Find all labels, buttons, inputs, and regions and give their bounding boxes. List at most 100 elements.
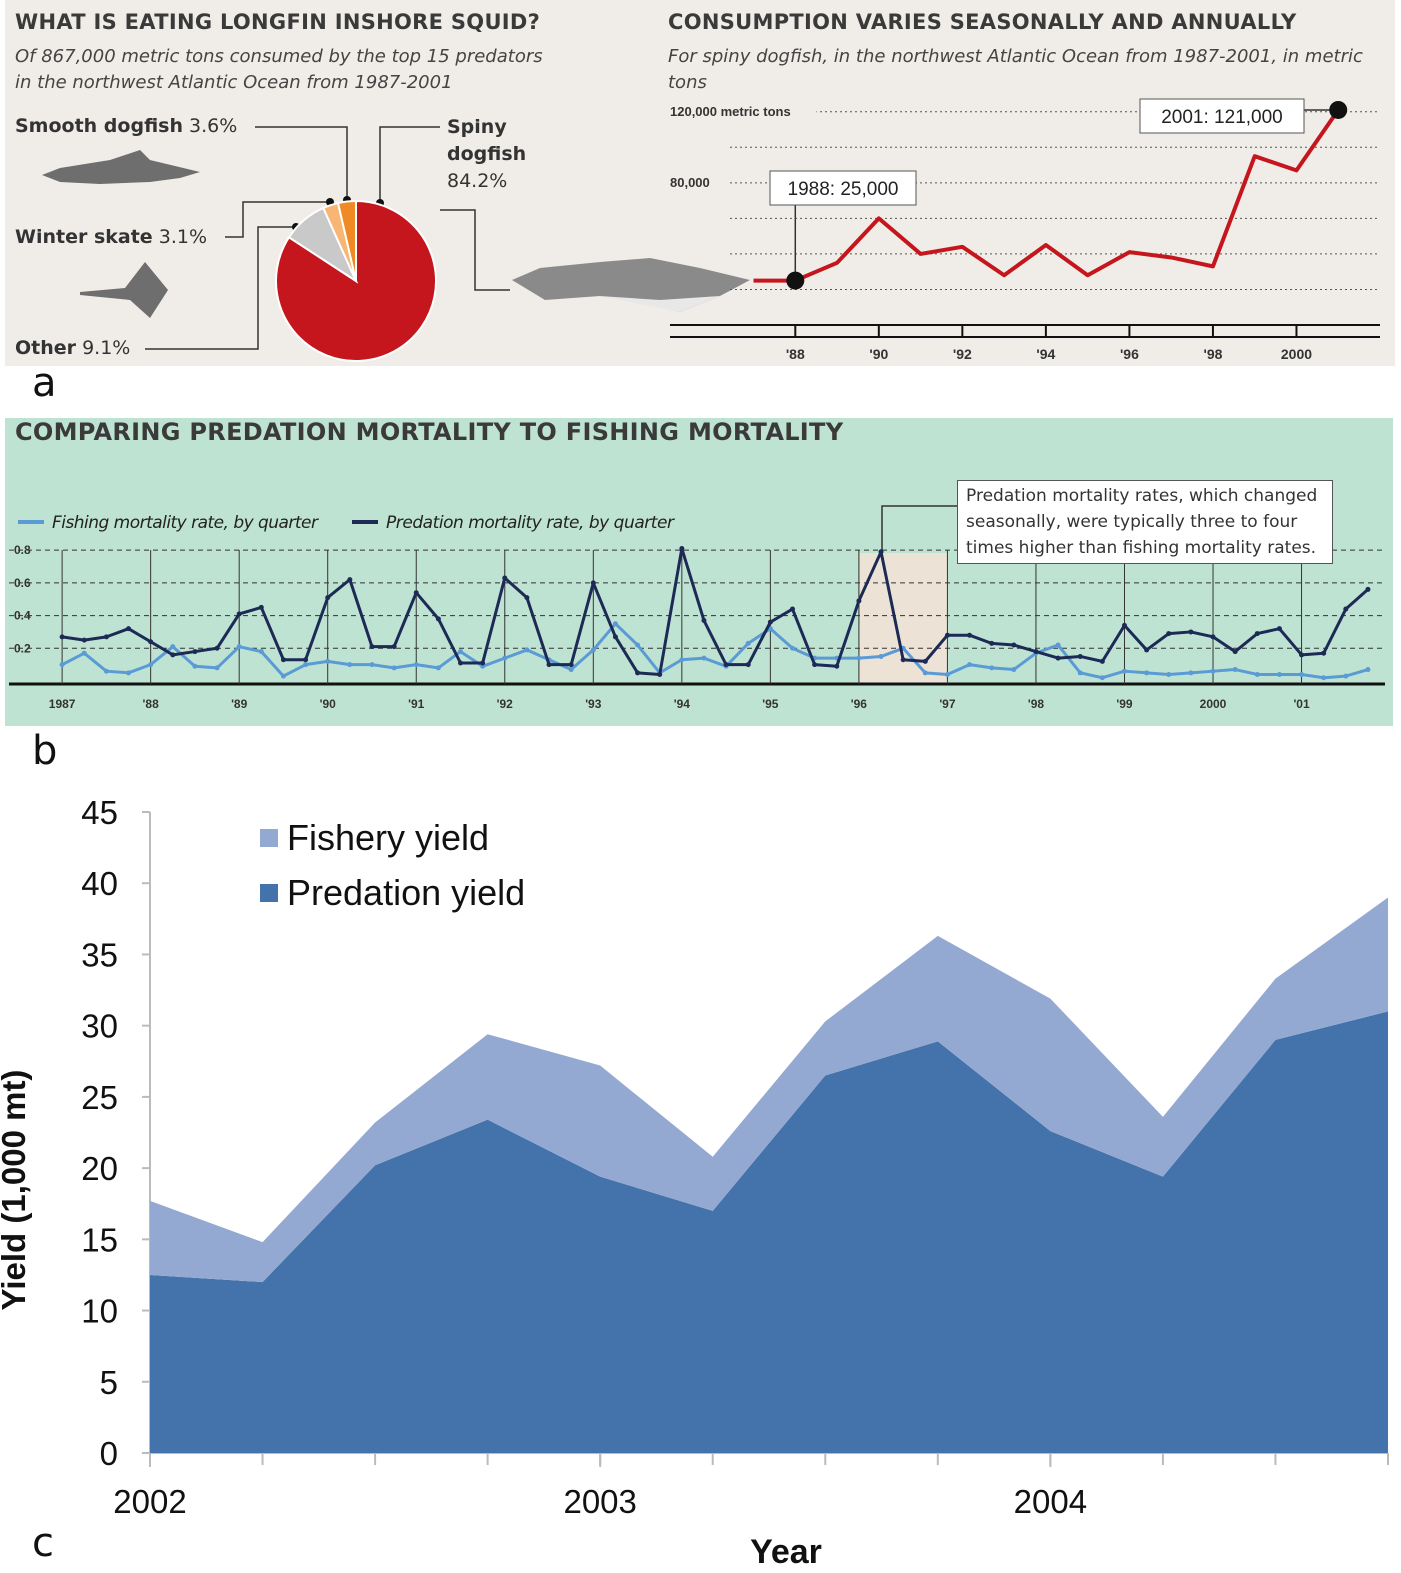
point [989, 640, 995, 646]
point [922, 670, 928, 676]
point [590, 580, 596, 586]
point [103, 634, 109, 640]
x-tick-label: 2003 [563, 1483, 636, 1520]
line [61, 622, 1369, 680]
point [1166, 631, 1172, 637]
point [1365, 586, 1371, 592]
legend-label: Fishing mortality rate, by quarter [52, 513, 319, 533]
point [170, 644, 176, 650]
point [148, 639, 154, 645]
point [236, 611, 242, 617]
point [325, 595, 331, 601]
point [834, 663, 840, 669]
highlight-band [860, 553, 948, 684]
point [1144, 647, 1150, 653]
pie-label-value: 9.1% [82, 337, 131, 359]
pie-label: Smooth dogfish 3.6% [15, 113, 237, 140]
point [391, 644, 397, 650]
panel-label: c [32, 1520, 54, 1566]
chart-subtitle: For spiny dogfish, in the northwest Atla… [668, 46, 1363, 93]
point [1011, 642, 1017, 648]
point [679, 546, 685, 552]
point [1276, 671, 1282, 677]
point [502, 575, 508, 581]
pie-label-value: 3.6% [189, 115, 238, 137]
y-tick-label: 0 [100, 1435, 118, 1472]
point [745, 662, 751, 668]
point [789, 645, 795, 651]
x-tick-label: '93 [585, 697, 602, 711]
point [413, 662, 419, 668]
point [856, 598, 862, 604]
point [502, 655, 508, 661]
point [81, 650, 87, 656]
annotation-box [1139, 98, 1305, 134]
x-tick-label: '91 [408, 697, 425, 711]
tick-label-bg [668, 172, 718, 193]
point [967, 662, 973, 668]
y-tick-label: 0.2 [14, 641, 31, 655]
y-tick-label: 20 [81, 1150, 118, 1187]
y-tick-label: 40 [81, 865, 118, 902]
leader-lines [145, 126, 957, 555]
x-tick-label: '96 [851, 697, 868, 711]
annotation: Predation mortality rates, which changed… [957, 480, 1333, 564]
point [258, 649, 264, 655]
point [303, 657, 309, 663]
point [148, 662, 154, 668]
point [347, 662, 353, 668]
point [59, 662, 65, 668]
x-tick-label: '98 [1028, 697, 1045, 711]
point [214, 645, 220, 651]
y-tick-label: 30 [81, 1008, 118, 1045]
point [1099, 675, 1105, 681]
point [590, 647, 596, 653]
x-tick-label: '90 [320, 697, 337, 711]
line [61, 547, 1369, 676]
point [435, 665, 441, 671]
point [1343, 606, 1349, 612]
point [347, 577, 353, 583]
pie-label: Spiny dogfish 84.2% [447, 114, 533, 195]
pie-label-name: Smooth dogfish [15, 115, 183, 137]
point [458, 649, 464, 655]
x-tick-label: '92 [953, 346, 972, 362]
point [1188, 629, 1194, 635]
y-tick-label: 80,000 [670, 175, 710, 190]
x-tick-label: '88 [786, 346, 805, 362]
legend-swatch [260, 829, 278, 847]
point [1210, 668, 1216, 674]
point [126, 670, 132, 676]
point [1299, 671, 1305, 677]
point [745, 640, 751, 646]
point [1188, 670, 1194, 676]
panel-b-background [5, 418, 1393, 726]
point [944, 671, 950, 677]
point [789, 606, 795, 612]
point [103, 668, 109, 674]
area [150, 897, 1388, 1283]
y-tick-label: 0.4 [14, 609, 31, 623]
point [369, 644, 375, 650]
pie-label-value: 84.2% [447, 170, 508, 192]
point [214, 665, 220, 671]
point [1321, 675, 1327, 681]
line [753, 108, 1340, 283]
smooth-dogfish-icon [42, 150, 200, 184]
winter-skate-icon [80, 262, 168, 318]
x-tick-label: '96 [1120, 346, 1139, 362]
point [303, 662, 309, 668]
annotation: 2001: 121,000 [1161, 107, 1283, 128]
y-tick-label: 35 [81, 936, 118, 973]
panel-label: a [32, 360, 57, 406]
panel-label: b [32, 728, 58, 774]
pie-label-name: Winter skate [15, 226, 153, 248]
y-tick-label: 0.8 [14, 543, 31, 557]
point [989, 665, 995, 671]
x-tick-label: 2002 [113, 1483, 186, 1520]
chart-title: WHAT IS EATING LONGFIN INSHORE SQUID? [15, 10, 541, 34]
y-axis-label: Yield (1,000 mt) [0, 1070, 32, 1311]
x-tick-label: '94 [674, 697, 691, 711]
